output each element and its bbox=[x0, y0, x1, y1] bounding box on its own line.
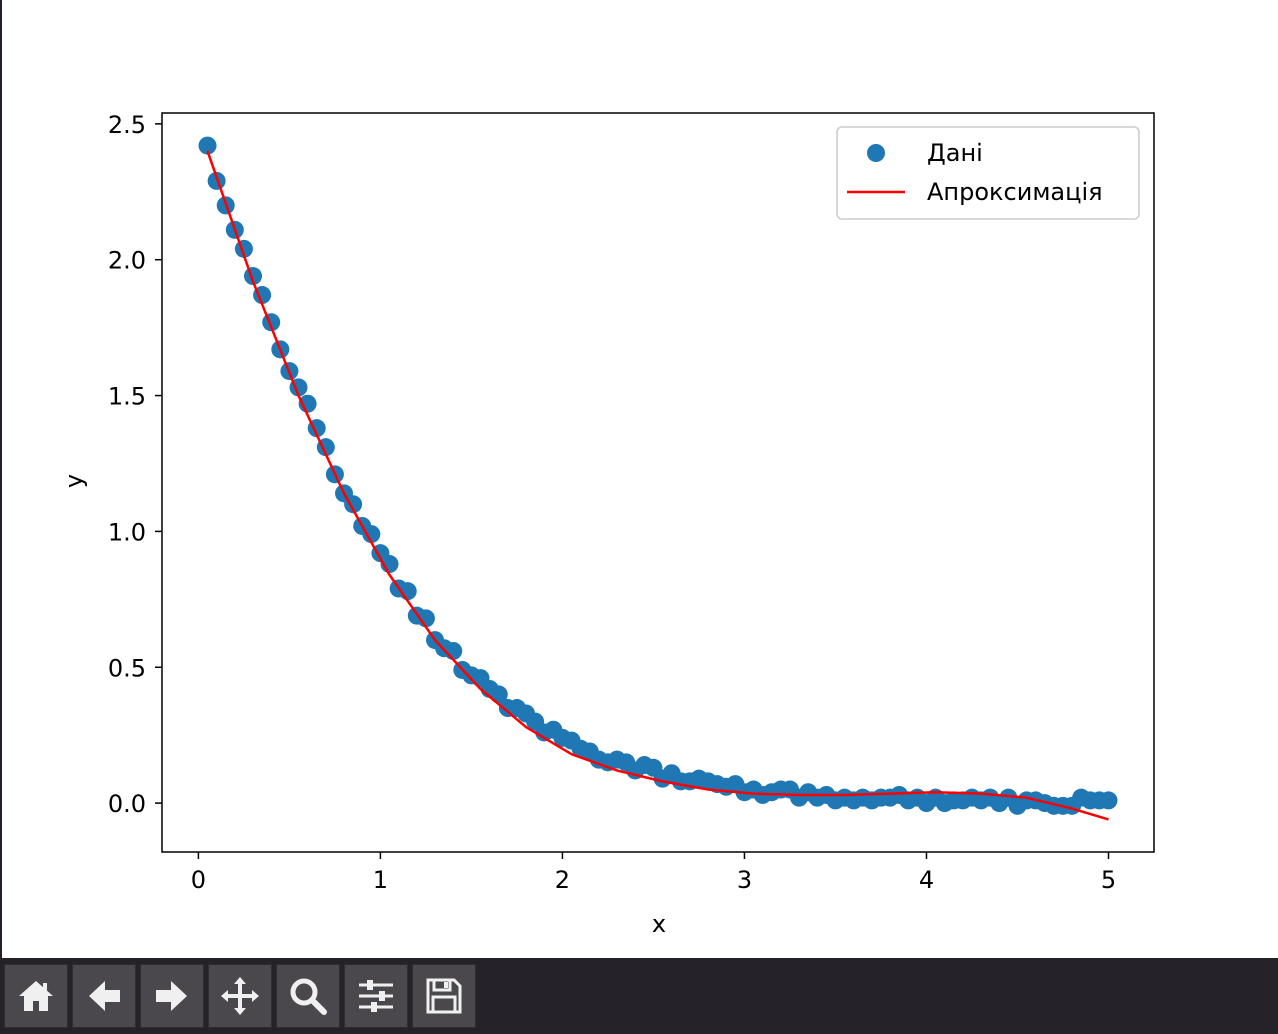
zoom-icon bbox=[290, 978, 327, 1015]
y-axis-label: y bbox=[60, 474, 88, 488]
pan-icon bbox=[221, 977, 259, 1015]
forward-button[interactable] bbox=[140, 964, 204, 1028]
back-button[interactable] bbox=[72, 964, 136, 1028]
chart: 0 1 2 3 4 5 0.0 0.5 1.0 1.5 2.0 2.5 x y Дані Апрокс… bbox=[60, 111, 1155, 938]
x-tick-label: 0 bbox=[191, 866, 206, 894]
scatter-point bbox=[198, 136, 217, 155]
configure-subplots-button[interactable] bbox=[344, 964, 408, 1028]
x-tick-label: 4 bbox=[919, 866, 934, 894]
zoom-button[interactable] bbox=[276, 964, 340, 1028]
forward-arrow-icon bbox=[156, 981, 187, 1011]
y-tick-label: 1.0 bbox=[108, 518, 146, 546]
pan-button[interactable] bbox=[208, 964, 272, 1028]
legend-label-scatter: Дані bbox=[927, 139, 983, 167]
scatter-point bbox=[416, 609, 435, 628]
legend: Дані Апроксимація bbox=[836, 126, 1140, 220]
x-tick-label: 3 bbox=[737, 866, 752, 894]
scatter-point bbox=[362, 525, 381, 544]
home-button[interactable] bbox=[4, 964, 68, 1028]
back-arrow-icon bbox=[89, 981, 120, 1011]
y-tick-label: 0.5 bbox=[108, 654, 146, 682]
window-edge bbox=[0, 0, 2, 958]
x-axis-label: x bbox=[652, 910, 666, 938]
y-tick-label: 1.5 bbox=[108, 383, 146, 411]
figure-canvas: 0 1 2 3 4 5 0.0 0.5 1.0 1.5 2.0 2.5 x y Дані Апрокс… bbox=[2, 0, 1278, 958]
plot-frame bbox=[161, 112, 1155, 853]
scatter-point bbox=[207, 171, 226, 190]
y-tick-label: 2.5 bbox=[108, 111, 146, 139]
configure-subplots-icon bbox=[359, 980, 393, 1012]
scatter-point bbox=[444, 641, 463, 660]
navigation-toolbar bbox=[0, 958, 1278, 1034]
x-tick-label: 2 bbox=[555, 866, 570, 894]
x-tick-label: 1 bbox=[373, 866, 388, 894]
y-tick-label: 2.0 bbox=[108, 247, 146, 275]
home-icon bbox=[19, 981, 53, 1011]
x-tick-label: 5 bbox=[1101, 866, 1116, 894]
legend-marker-scatter bbox=[867, 144, 885, 162]
y-tick-label: 0.0 bbox=[108, 790, 146, 818]
legend-label-line: Апроксимація bbox=[927, 178, 1103, 206]
save-button[interactable] bbox=[412, 964, 476, 1028]
scatter-point bbox=[1099, 791, 1118, 810]
save-icon bbox=[426, 978, 462, 1014]
fit-line bbox=[206, 150, 1109, 821]
